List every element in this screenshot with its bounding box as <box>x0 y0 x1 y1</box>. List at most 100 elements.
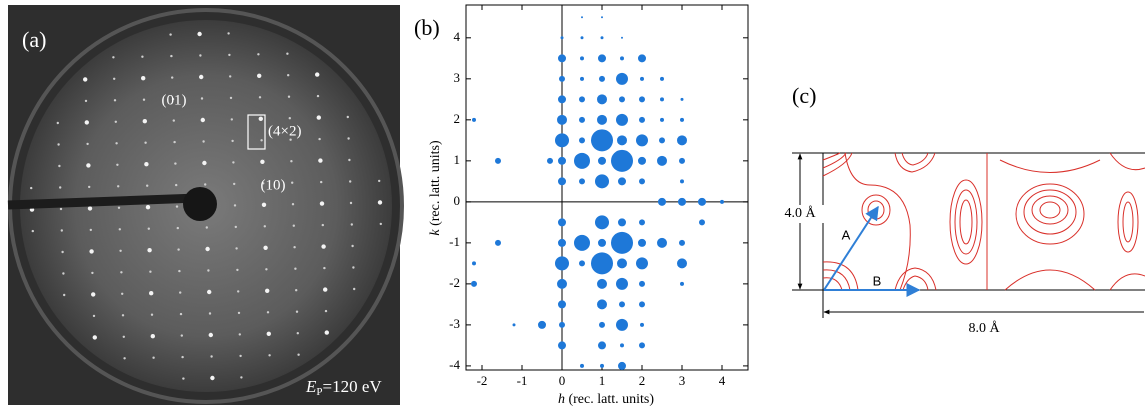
bubble <box>558 177 566 186</box>
spot <box>181 355 184 359</box>
spot <box>178 269 181 273</box>
contour <box>959 199 973 245</box>
spot <box>268 354 271 357</box>
energy-subscript: P <box>316 386 322 398</box>
spot <box>116 163 119 166</box>
spot <box>232 161 235 164</box>
spot <box>62 272 65 275</box>
energy-text: =120 eV <box>323 377 383 396</box>
contour <box>1015 183 1085 245</box>
unit-cell-box <box>247 114 266 150</box>
spot <box>145 205 151 210</box>
spot <box>295 310 299 313</box>
bubble <box>639 178 645 185</box>
spot <box>346 115 349 119</box>
spot <box>266 331 271 336</box>
spot <box>348 158 351 162</box>
spot <box>353 287 356 291</box>
spot <box>257 53 260 56</box>
spot <box>177 248 180 251</box>
spot <box>179 291 182 294</box>
spot <box>260 159 265 164</box>
spot <box>235 247 238 250</box>
bubble <box>591 252 613 275</box>
bubble <box>599 321 605 328</box>
bubble <box>547 157 553 164</box>
bubble <box>621 36 623 39</box>
spot <box>290 160 293 163</box>
bubble <box>680 281 684 286</box>
spot <box>147 227 150 230</box>
spot <box>92 314 96 318</box>
vector-a-label: A <box>842 227 851 242</box>
spot <box>144 162 149 167</box>
spot <box>92 335 98 340</box>
spot <box>323 266 326 270</box>
y-tick-label: -4 <box>449 357 460 372</box>
spot <box>295 289 298 292</box>
x-tick-label: -2 <box>477 373 488 388</box>
bubble <box>574 152 590 169</box>
x-tick-label: 4 <box>719 373 726 388</box>
bubble <box>597 114 607 125</box>
spot <box>347 137 350 140</box>
spot <box>60 229 63 232</box>
bubble <box>559 321 565 328</box>
spot-intensity-chart: (b) h (rec. latt. units) k (rec. latt. u… <box>414 4 749 407</box>
bubble <box>639 301 645 308</box>
x-tick-label: 2 <box>639 373 646 388</box>
bubble <box>598 341 606 350</box>
bubble <box>619 301 625 308</box>
bubble <box>558 218 566 227</box>
bubble <box>616 318 628 331</box>
spot <box>142 98 146 101</box>
spot <box>318 137 321 141</box>
y-axis-text: (rec. latt. units) <box>428 140 443 226</box>
bubble <box>598 54 606 63</box>
spot-label: (10) <box>261 177 286 193</box>
spot <box>258 96 262 99</box>
spot <box>239 354 242 358</box>
bubble <box>599 75 605 82</box>
spot <box>113 99 117 102</box>
bubble <box>657 155 667 166</box>
spot <box>204 183 207 186</box>
bubble <box>616 113 628 126</box>
y-tick-label: 4 <box>454 29 461 44</box>
spot <box>88 185 91 189</box>
spot <box>199 74 204 80</box>
spot <box>378 179 381 183</box>
bubble <box>636 134 648 147</box>
spot <box>208 332 213 338</box>
bubble <box>658 197 666 206</box>
bubble <box>558 238 566 247</box>
spot <box>262 182 265 185</box>
bubble <box>558 341 566 350</box>
bubble <box>558 300 566 309</box>
spot <box>230 118 233 121</box>
spot <box>170 54 173 58</box>
spot <box>149 291 154 296</box>
bubble <box>611 231 633 254</box>
spot <box>350 223 353 226</box>
spot <box>238 333 241 336</box>
spot <box>114 120 118 124</box>
spot <box>30 186 33 190</box>
spot <box>61 250 64 254</box>
bubble <box>601 16 603 19</box>
bubble <box>597 94 607 105</box>
spot <box>122 335 126 338</box>
y-tick-label: 1 <box>454 152 461 167</box>
spot <box>379 222 382 226</box>
bubble <box>579 116 585 123</box>
bubble <box>679 239 685 246</box>
bubble <box>638 156 646 165</box>
spot <box>174 162 177 165</box>
contour <box>822 261 859 291</box>
bubble <box>699 219 705 226</box>
spot <box>296 332 299 335</box>
contour <box>861 194 891 226</box>
spot <box>31 229 34 233</box>
spot <box>89 228 93 232</box>
